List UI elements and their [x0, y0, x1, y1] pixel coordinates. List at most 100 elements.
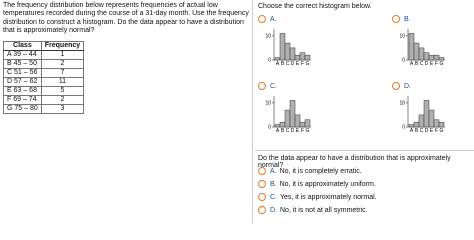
choice: B. No, it is approximately uniform.: [258, 180, 376, 188]
bar: [284, 42, 291, 61]
x-tick-label: E: [430, 61, 434, 67]
x-tick-label: B: [415, 61, 419, 67]
radio[interactable]: [392, 15, 400, 23]
frequency-cell: 2: [40, 95, 85, 105]
class-cell: A 39 – 44: [3, 50, 42, 60]
header-cell: Class: [3, 41, 42, 51]
page: The frequency distribution below represe…: [3, 0, 474, 223]
bar: [299, 52, 306, 61]
option-label: D.: [404, 82, 411, 90]
divider: [252, 0, 253, 223]
option-label: B.: [404, 15, 411, 23]
class-cell: C 51 – 56: [3, 68, 42, 78]
x-tick-label: F: [435, 128, 438, 134]
radio[interactable]: [258, 15, 266, 23]
bar: [433, 54, 440, 61]
bar: [274, 57, 281, 61]
frequency-table: Class Frequency A 39 – 44 1 B 45 – 50 2 C 51 …: [3, 41, 85, 114]
question: Do the data appear to have a distributio…: [258, 155, 451, 169]
x-tick-label: F: [435, 61, 438, 67]
x-tick-label: D: [425, 128, 429, 134]
choice: A. No, it is completely erratic.: [258, 167, 362, 175]
prompt: The frequency distribution below represe…: [3, 2, 249, 35]
radio[interactable]: [258, 82, 266, 90]
choice-text: Yes, it is approximately normal.: [280, 193, 377, 201]
choice-text: No, it is not at all symmetric.: [280, 206, 368, 214]
x-tick-label: A: [410, 128, 414, 134]
frequency-cell: 1: [40, 50, 85, 60]
bar: [418, 47, 425, 61]
x-tick-label: C: [420, 61, 424, 67]
x-tick-label: D: [291, 61, 295, 67]
bar: [438, 57, 445, 61]
choice-text: No, it is approximately uniform.: [279, 180, 376, 188]
x-tick-label: D: [425, 61, 429, 67]
y-tick-label: 10: [265, 34, 271, 40]
bar: [299, 121, 306, 128]
histogram: 0 10 A B C D E F G: [265, 96, 311, 134]
table-row: D 57 – 62 11: [3, 77, 85, 87]
x-tick-label: A: [276, 128, 280, 134]
option-label: A.: [270, 15, 277, 23]
y-tick-label: 10: [399, 101, 405, 107]
y-tick-label: 0: [402, 58, 405, 64]
bar: [433, 119, 440, 128]
radio[interactable]: [258, 167, 266, 175]
radio[interactable]: [258, 193, 266, 201]
radio[interactable]: [392, 82, 400, 90]
y-tick-label: 10: [265, 101, 271, 107]
header-cell: Frequency: [40, 41, 85, 51]
x-tick-label: A: [410, 61, 414, 67]
histogram-option: D.: [392, 82, 411, 90]
bar: [279, 33, 286, 61]
x-tick-label: G: [440, 128, 444, 134]
y-tick-label: 0: [268, 58, 271, 64]
histogram-option: B.: [392, 15, 411, 23]
choice: C. Yes, it is approximately normal.: [258, 193, 377, 201]
table-row: G 75 – 80 3: [3, 104, 85, 114]
class-cell: G 75 – 80: [3, 104, 42, 114]
class-cell: F 69 – 74: [3, 95, 42, 105]
table-row: E 63 – 68 5: [3, 86, 85, 96]
x-tick-label: B: [415, 128, 419, 134]
histogram-option: C.: [258, 82, 277, 90]
radio[interactable]: [258, 206, 266, 214]
bar: [413, 42, 420, 61]
bar: [289, 47, 296, 61]
table-row: B 45 – 50 2: [3, 59, 85, 69]
bar: [423, 100, 430, 128]
bar: [408, 33, 415, 61]
x-tick-label: C: [420, 128, 424, 134]
bar: [294, 54, 301, 61]
instruction: Choose the correct histogram below.: [258, 3, 372, 10]
x-tick-label: G: [306, 61, 310, 67]
x-tick-label: B: [281, 128, 285, 134]
x-tick-label: B: [281, 61, 285, 67]
class-cell: B 45 – 50: [3, 59, 42, 69]
x-tick-label: E: [296, 61, 300, 67]
frequency-cell: 11: [40, 77, 85, 87]
bar: [413, 121, 420, 128]
histogram-option: A.: [258, 15, 277, 23]
radio[interactable]: [258, 180, 266, 188]
choice: D. No, it is not at all symmetric.: [258, 206, 368, 214]
x-tick-label: G: [440, 61, 444, 67]
bar: [418, 114, 425, 128]
table-row: C 51 – 56 7: [3, 68, 85, 78]
x-tick-label: F: [301, 61, 304, 67]
bar: [428, 54, 435, 61]
choice-label: B.: [270, 180, 277, 188]
x-tick-label: F: [301, 128, 304, 134]
choice-label: D.: [270, 206, 277, 214]
bar: [304, 54, 311, 61]
x-tick-label: A: [276, 61, 280, 67]
bar: [294, 114, 301, 128]
choice-label: A.: [270, 167, 277, 175]
frequency-cell: 2: [40, 59, 85, 69]
class-cell: D 57 – 62: [3, 77, 42, 87]
bar: [274, 124, 281, 128]
x-tick-label: G: [306, 128, 310, 134]
x-tick-label: E: [430, 128, 434, 134]
class-cell: E 63 – 68: [3, 86, 42, 96]
x-tick-label: D: [291, 128, 295, 134]
